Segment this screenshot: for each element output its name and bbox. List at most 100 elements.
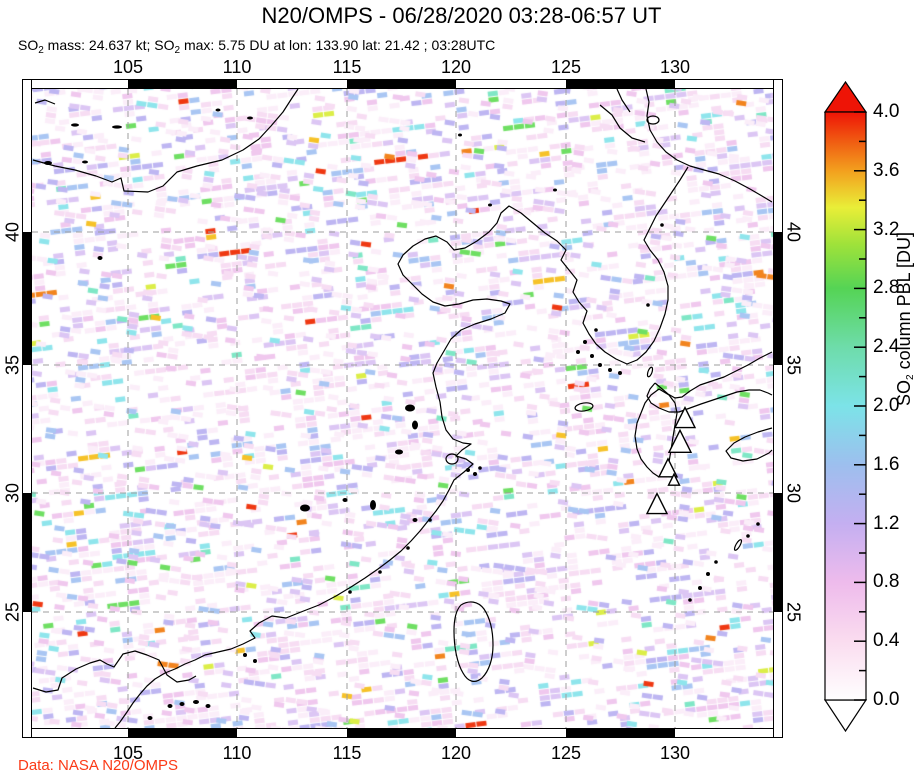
small-island-or-lake <box>405 404 415 412</box>
small-island-or-lake <box>660 223 664 227</box>
lat-tick-label-right: 40 <box>783 221 804 243</box>
island-okinawa <box>733 539 743 551</box>
small-island-or-lake <box>608 368 612 372</box>
lat-tick-label-right: 35 <box>783 354 804 376</box>
small-island-or-lake <box>473 472 477 476</box>
volcano-triangle-marker <box>645 492 669 515</box>
subtitle-subscript: 2 <box>38 45 44 56</box>
frame-black-segment <box>23 493 31 612</box>
small-island-or-lake <box>112 125 122 129</box>
subtitle-text: max: 5.75 DU at lon: 133.90 lat: 21.42 ;… <box>180 37 496 53</box>
lon-tick-label-top: 110 <box>222 57 252 77</box>
small-island-or-lake <box>406 546 410 550</box>
lon-tick-label-bottom: 125 <box>550 743 582 763</box>
subtitle-text: mass: 24.637 kt; SO <box>43 37 175 53</box>
volcano-triangle-marker <box>657 457 679 478</box>
colorbar-tick-label: 4.0 <box>873 101 900 122</box>
small-island-or-lake <box>458 133 462 137</box>
small-island-or-lake <box>428 518 432 522</box>
island-tsushima <box>646 366 654 378</box>
small-island-or-lake <box>300 504 310 512</box>
coast-taiwan <box>453 601 494 683</box>
map-frame-bottom <box>22 728 783 738</box>
data-credit: Data: NASA N20/OMPS <box>18 757 179 774</box>
lake-tai <box>445 453 459 465</box>
colorbar-tick-label: 2.4 <box>873 336 900 358</box>
small-island-or-lake <box>746 534 750 538</box>
small-island-or-lake <box>594 328 598 332</box>
map-area <box>32 89 773 728</box>
small-island-or-lake <box>553 188 557 192</box>
gridlines <box>32 89 773 728</box>
small-island-or-lake <box>247 116 253 120</box>
coast-korea-china <box>114 166 689 728</box>
map-overlay <box>32 89 773 728</box>
coast-primorye <box>645 89 773 203</box>
small-island-or-lake <box>97 256 103 260</box>
frame-black-segment <box>128 729 237 737</box>
small-island-or-lake <box>688 598 692 602</box>
small-island-or-lake <box>714 560 718 564</box>
colorbar-tick-label: 2.8 <box>873 277 900 299</box>
small-island-or-lake <box>253 659 257 663</box>
small-island-or-lake <box>466 468 470 472</box>
small-island-or-lake <box>478 466 482 470</box>
map-frame-left <box>22 79 32 738</box>
colorbar-tick-label: 3.6 <box>873 159 900 181</box>
coast-honshu-south <box>646 382 773 413</box>
colorbar-tick-label: 0.4 <box>873 630 900 652</box>
colorbar-over-arrow <box>823 80 868 113</box>
small-island-or-lake <box>82 160 88 164</box>
small-island-or-lake <box>412 518 418 522</box>
small-island-or-lake <box>646 303 650 307</box>
small-island-or-lake <box>370 500 376 510</box>
colorbar-title-subscript: 2 <box>905 374 916 380</box>
lon-tick-label-bottom: 120 <box>440 743 472 763</box>
colorbar-tick-label: 0.8 <box>873 571 900 593</box>
colorbar-tick-label: 2.0 <box>873 395 900 416</box>
coast-honshu-north <box>654 351 773 399</box>
frame-black-segment <box>774 232 782 365</box>
lat-tick-label-right: 30 <box>783 482 804 504</box>
lon-tick-label-bottom: 115 <box>332 743 362 763</box>
coast-kyushu <box>634 388 678 478</box>
lat-tick-label-left: 40 <box>2 221 23 243</box>
colorbar <box>823 80 868 733</box>
colorbar-under-arrow <box>823 699 868 733</box>
lon-tick-label-top: 125 <box>550 57 582 77</box>
map-frame-right <box>773 79 783 738</box>
volcano-markers <box>645 406 697 515</box>
colorbar-ticks <box>854 111 866 701</box>
frame-black-segment <box>128 80 237 88</box>
small-island-or-lake <box>342 498 348 502</box>
colorbar-tick-label: 1.6 <box>873 453 900 475</box>
border-mongolia <box>32 89 299 193</box>
small-island-or-lake <box>205 704 211 708</box>
frame-black-segment <box>347 729 456 737</box>
small-island-or-lake <box>167 704 173 708</box>
small-island-or-lake <box>147 716 153 720</box>
colorbar-tick-label: 0.0 <box>873 689 900 710</box>
lat-tick-label-right: 25 <box>783 601 804 623</box>
lake-khanka <box>646 115 660 125</box>
frame-black-segment <box>566 80 675 88</box>
lon-tick-label-top: 130 <box>659 57 691 77</box>
volcano-triangle-marker <box>667 472 681 486</box>
small-island-or-lake <box>193 700 199 704</box>
small-island-or-lake <box>348 590 352 594</box>
river-tumen <box>616 89 631 113</box>
river-amur <box>599 104 646 143</box>
border-vietnam <box>32 650 197 693</box>
small-island-or-lake <box>378 570 382 574</box>
small-island-or-lake <box>412 420 418 430</box>
coast-shikoku <box>725 427 773 462</box>
lon-tick-label-bottom: 110 <box>222 743 252 763</box>
frame-black-segment <box>566 729 675 737</box>
volcano-triangle-marker <box>667 428 693 454</box>
volcano-triangle-marker <box>673 406 697 429</box>
small-island-or-lake <box>618 371 622 375</box>
squiggle-topleft <box>34 99 56 105</box>
colorbar-title-text: column PBL [DU] <box>894 232 914 375</box>
lat-tick-label-left: 25 <box>2 601 23 623</box>
colorbar-tick-label: 1.2 <box>873 512 900 534</box>
